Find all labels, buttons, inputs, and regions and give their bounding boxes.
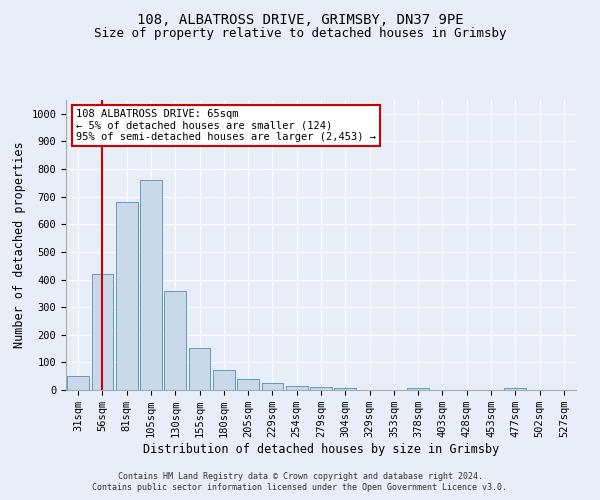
- Text: 108 ALBATROSS DRIVE: 65sqm
← 5% of detached houses are smaller (124)
95% of semi: 108 ALBATROSS DRIVE: 65sqm ← 5% of detac…: [76, 108, 376, 142]
- Bar: [116, 202, 137, 390]
- Text: Contains HM Land Registry data © Crown copyright and database right 2024.: Contains HM Land Registry data © Crown c…: [118, 472, 482, 481]
- Bar: [91, 274, 113, 390]
- X-axis label: Distribution of detached houses by size in Grimsby: Distribution of detached houses by size …: [143, 443, 499, 456]
- Y-axis label: Number of detached properties: Number of detached properties: [13, 142, 26, 348]
- Bar: [286, 386, 308, 390]
- Bar: [407, 388, 429, 390]
- Text: 108, ALBATROSS DRIVE, GRIMSBY, DN37 9PE: 108, ALBATROSS DRIVE, GRIMSBY, DN37 9PE: [137, 12, 463, 26]
- Bar: [505, 388, 526, 390]
- Bar: [67, 376, 89, 390]
- Text: Size of property relative to detached houses in Grimsby: Size of property relative to detached ho…: [94, 28, 506, 40]
- Bar: [237, 379, 259, 390]
- Bar: [262, 383, 283, 390]
- Text: Contains public sector information licensed under the Open Government Licence v3: Contains public sector information licen…: [92, 484, 508, 492]
- Bar: [334, 388, 356, 390]
- Bar: [213, 370, 235, 390]
- Bar: [164, 290, 186, 390]
- Bar: [140, 180, 162, 390]
- Bar: [310, 387, 332, 390]
- Bar: [188, 348, 211, 390]
